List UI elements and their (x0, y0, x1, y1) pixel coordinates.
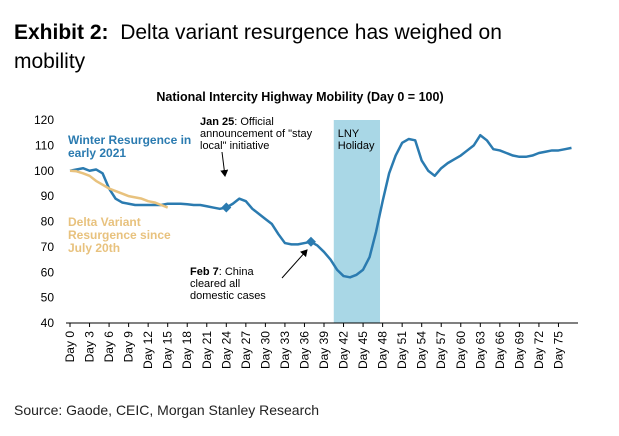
annotation: Feb 7: China cleared all domestic cases (190, 266, 270, 302)
holiday-label: LNY Holiday (337, 128, 375, 152)
annotation: Jan 25: Official announcement of "stay l… (200, 116, 328, 152)
header: Exhibit 2: Delta variant resurgence has … (14, 18, 574, 76)
x-tick-label: Day 57 (434, 331, 448, 369)
annotation-date: Feb 7 (190, 266, 219, 278)
y-tick-label: 50 (41, 291, 55, 305)
highlight-marker (221, 202, 232, 213)
x-tick-label: Day 15 (161, 331, 175, 369)
x-tick-label: Day 12 (141, 331, 155, 369)
x-tick-label: Day 63 (473, 331, 487, 369)
y-tick-label: 70 (41, 240, 55, 254)
series-label: Winter Resurgence in early 2021 (68, 133, 192, 160)
x-tick-label: Day 9 (122, 331, 136, 363)
x-tick-label: Day 3 (83, 331, 97, 363)
series-line (69, 169, 169, 209)
x-tick-label: Day 36 (297, 331, 311, 369)
x-tick-label: Day 18 (180, 331, 194, 369)
x-tick-label: Day 27 (239, 331, 253, 369)
x-tick-label: Day 45 (356, 331, 370, 369)
y-tick-label: 110 (35, 138, 54, 152)
annotation-arrow (220, 151, 229, 177)
y-tick-label: 80 (41, 215, 55, 229)
x-tick-label: Day 30 (258, 331, 272, 369)
y-tick-label: 100 (34, 164, 54, 178)
x-tick-label: Day 42 (337, 331, 351, 369)
y-tick-label: 60 (41, 265, 55, 279)
series-label: Delta Variant Resurgence since July 20th (68, 215, 171, 255)
x-tick-label: Day 6 (102, 331, 116, 363)
x-tick-label: Day 21 (200, 331, 214, 369)
series-line (69, 133, 572, 279)
y-tick-label: 120 (34, 113, 54, 127)
annotation-text: : China cleared all domestic cases (190, 266, 266, 302)
x-tick-label: Day 54 (415, 331, 429, 369)
x-tick-label: Day 69 (512, 331, 526, 369)
highlight-marker (305, 236, 316, 247)
annotation-arrow (281, 249, 308, 279)
x-tick-label: Day 66 (493, 331, 507, 369)
exhibit-label: Exhibit 2: (14, 21, 109, 44)
x-tick-label: Day 39 (317, 331, 331, 369)
x-tick-label: Day 60 (454, 331, 468, 369)
annotation-date: Jan 25 (200, 116, 235, 128)
x-tick-label: Day 51 (395, 331, 409, 369)
annotation-text: : Official announcement of "stay local" … (200, 116, 313, 152)
x-tick-label: Day 72 (532, 331, 546, 369)
x-tick-label: Day 48 (376, 331, 390, 369)
source: Source: Gaode, CEIC, Morgan Stanley Rese… (14, 402, 320, 418)
header-title: Delta variant resurgence has weighed on … (14, 21, 502, 73)
holiday-band (333, 120, 381, 323)
x-tick-label: Day 75 (551, 331, 565, 369)
y-tick-label: 40 (41, 316, 55, 330)
x-tick-label: Day 0 (63, 331, 77, 363)
x-tick-label: Day 33 (278, 331, 292, 369)
chart-title: National Intercity Highway Mobility (Day… (156, 90, 443, 104)
x-tick-label: Day 24 (219, 331, 233, 369)
y-tick-label: 90 (41, 189, 55, 203)
